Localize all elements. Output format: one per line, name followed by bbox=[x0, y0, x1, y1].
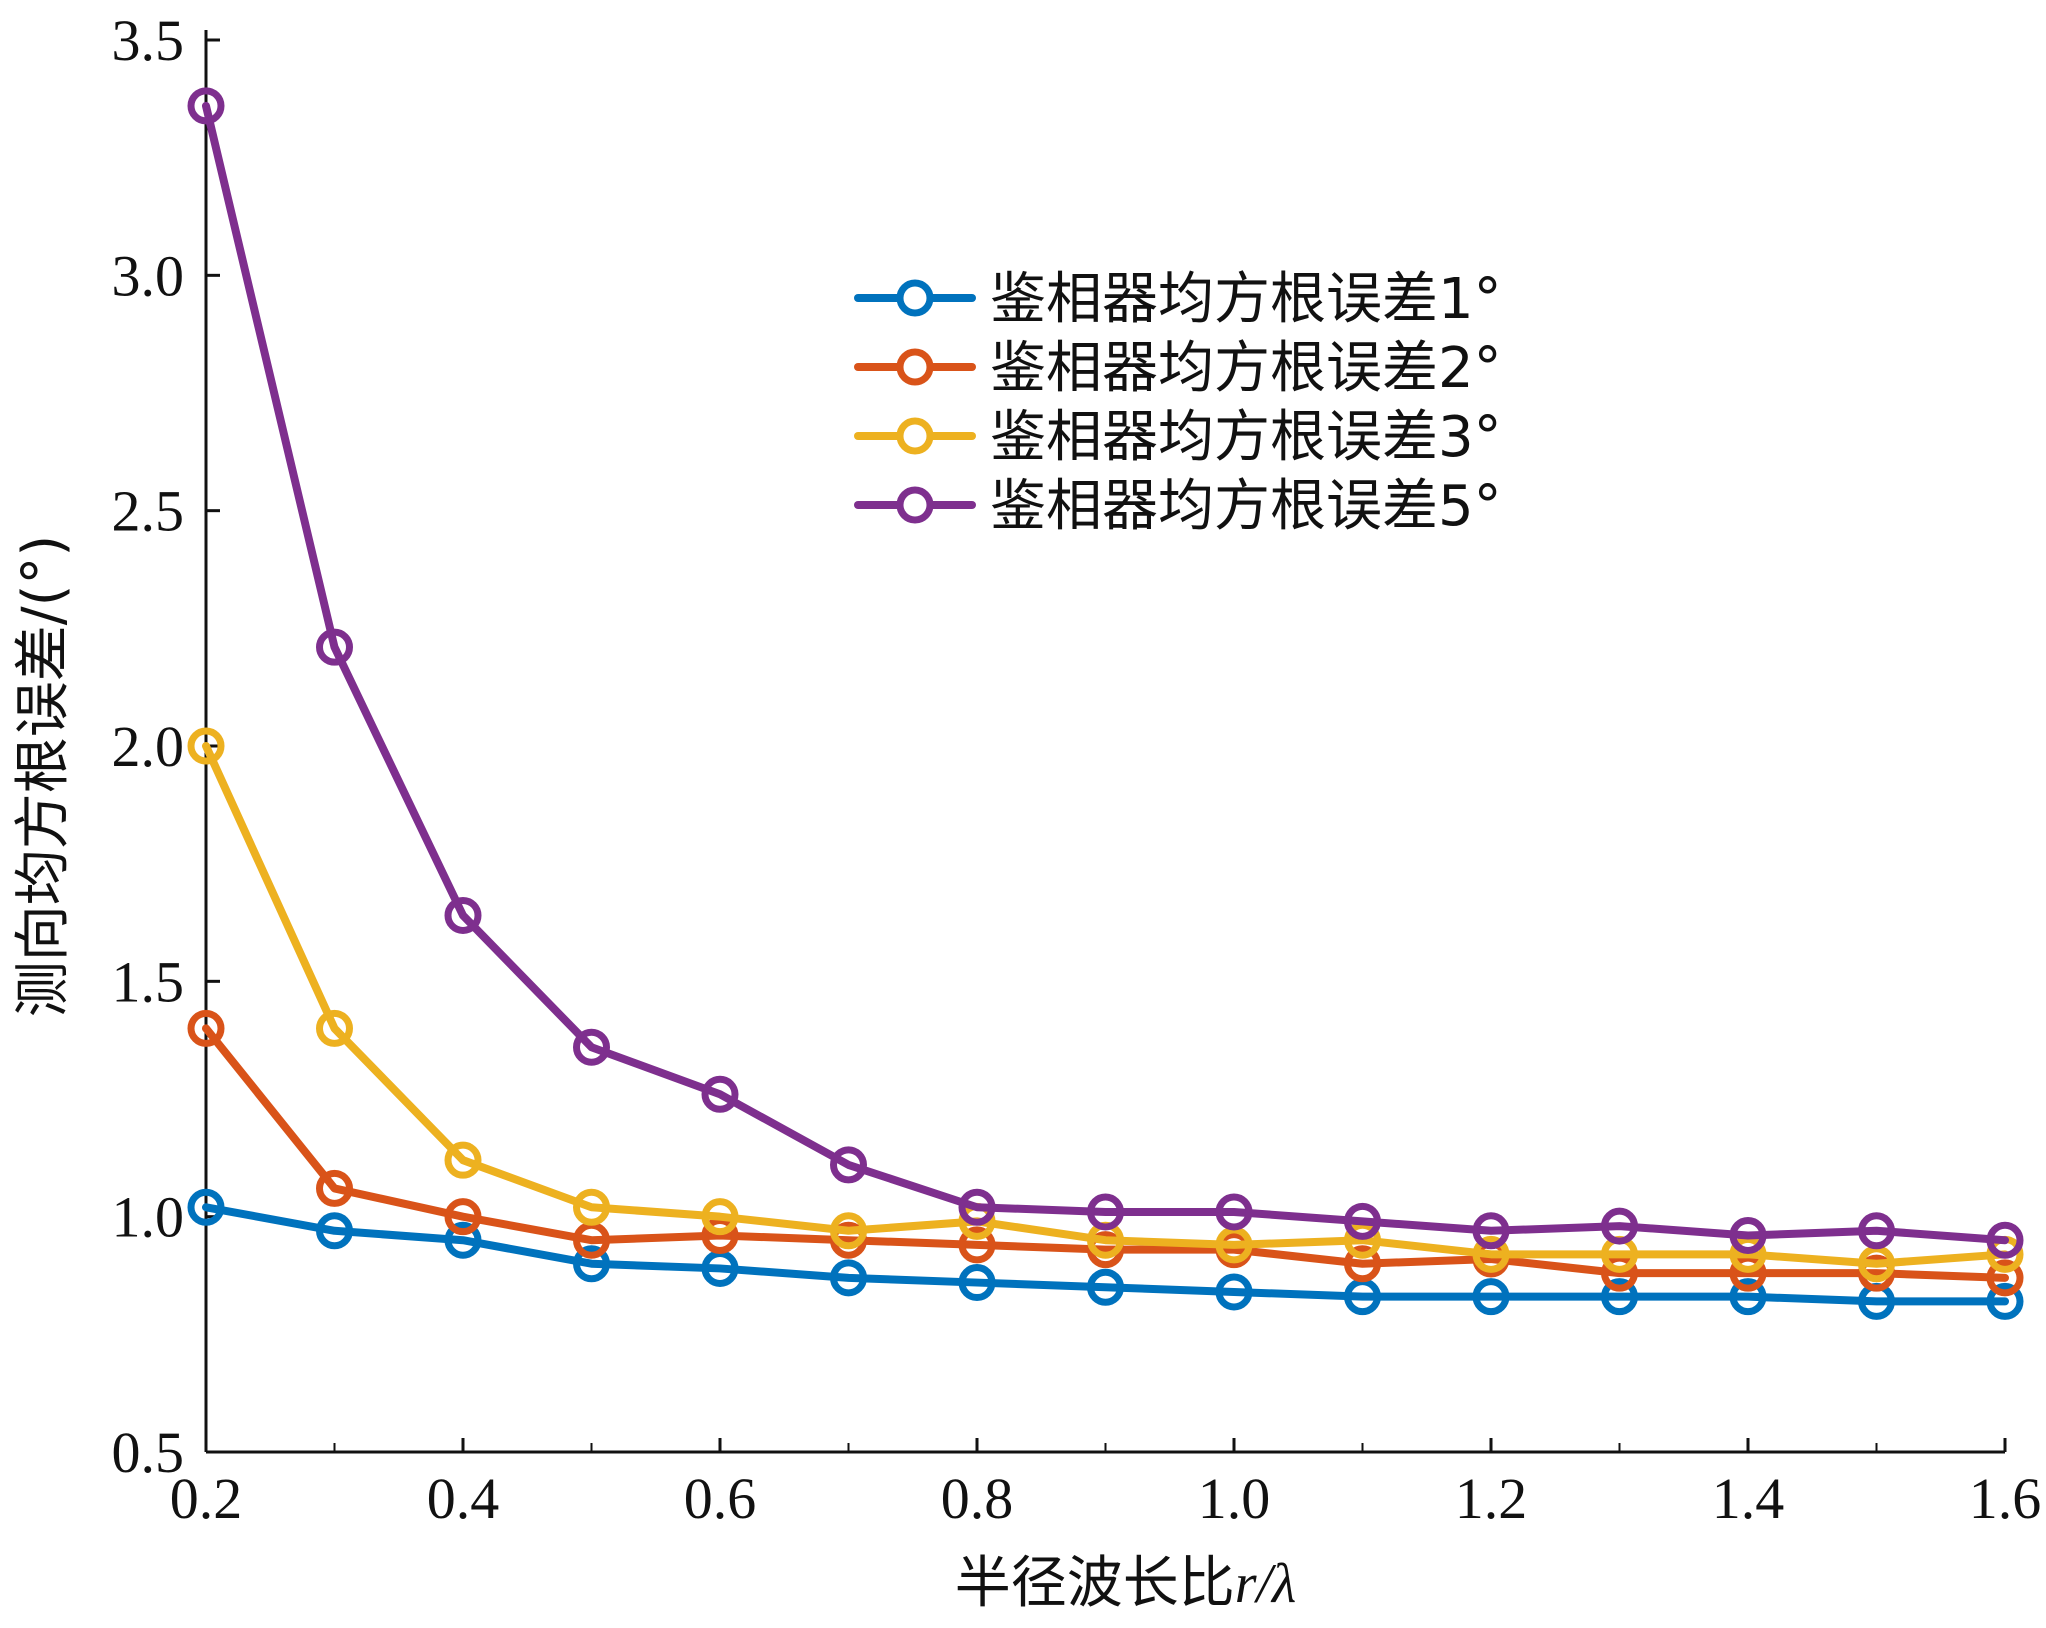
data-point bbox=[1344, 1245, 1381, 1283]
y-tick-label: 0.5 bbox=[112, 1420, 185, 1485]
data-point bbox=[1087, 1268, 1124, 1306]
data-point bbox=[187, 87, 225, 125]
data-point bbox=[958, 1264, 996, 1302]
series-line bbox=[202, 1024, 2009, 1282]
data-point bbox=[316, 1212, 353, 1250]
data-point bbox=[1986, 1221, 2024, 1259]
y-tick-label: 2.5 bbox=[112, 479, 185, 544]
data-point bbox=[1986, 1282, 2024, 1320]
data-point bbox=[444, 1198, 482, 1236]
data-point bbox=[444, 1141, 482, 1179]
legend-label: 鉴相器均方根误差1° bbox=[990, 267, 1502, 332]
legend-label: 鉴相器均方根误差5° bbox=[990, 474, 1502, 539]
data-point bbox=[1729, 1278, 1767, 1316]
x-tick-label: 1.0 bbox=[1198, 1466, 1271, 1531]
legend-label: 鉴相器均方根误差2° bbox=[990, 336, 1502, 401]
x-tick-label: 0.6 bbox=[684, 1466, 757, 1531]
data-point bbox=[830, 1146, 867, 1184]
legend-swatch-marker bbox=[896, 348, 934, 386]
data-point bbox=[316, 628, 353, 666]
series-line bbox=[202, 1203, 2009, 1306]
y-tick-label: 1.0 bbox=[112, 1185, 185, 1250]
y-tick-label: 3.0 bbox=[112, 243, 185, 308]
data-point bbox=[1472, 1278, 1510, 1316]
data-point bbox=[1472, 1235, 1510, 1273]
data-point bbox=[444, 1221, 482, 1259]
data-point bbox=[958, 1188, 996, 1226]
data-point bbox=[1729, 1216, 1767, 1254]
data-point bbox=[1215, 1273, 1253, 1311]
y-tick-label: 3.5 bbox=[112, 8, 185, 73]
data-point bbox=[316, 1009, 353, 1047]
x-tick-label: 1.6 bbox=[1969, 1466, 2042, 1531]
legend-item: 鉴相器均方根误差3° bbox=[854, 405, 1502, 470]
series-4 bbox=[187, 87, 2024, 1259]
data-point bbox=[573, 1245, 610, 1283]
x-tick-label: 1.4 bbox=[1712, 1466, 1785, 1531]
data-point bbox=[187, 1188, 225, 1226]
data-point bbox=[1087, 1193, 1124, 1231]
data-point bbox=[573, 1188, 610, 1226]
series-line bbox=[202, 742, 2009, 1268]
legend-label: 鉴相器均方根误差3° bbox=[990, 405, 1502, 470]
legend-swatch-marker bbox=[896, 486, 934, 524]
data-point bbox=[830, 1212, 867, 1250]
data-point bbox=[1344, 1202, 1381, 1240]
x-axis-title: 半径波长比r/λ bbox=[955, 1551, 1297, 1616]
data-point bbox=[1215, 1193, 1253, 1231]
x-tick-label: 0.4 bbox=[427, 1466, 500, 1531]
data-point bbox=[316, 1169, 353, 1207]
y-tick-label: 2.0 bbox=[112, 714, 185, 779]
y-axis-title: 测向均方根误差/(°) bbox=[11, 535, 76, 1018]
data-point bbox=[830, 1259, 867, 1297]
data-point bbox=[444, 896, 482, 934]
data-point bbox=[573, 1028, 610, 1066]
legend-swatch-marker bbox=[896, 417, 934, 455]
y-tick-label: 1.5 bbox=[112, 949, 185, 1014]
x-axis-title-symbol: r/λ bbox=[1235, 1553, 1297, 1615]
data-point bbox=[187, 727, 225, 765]
legend-swatch-marker bbox=[896, 279, 934, 317]
legend: 鉴相器均方根误差1°鉴相器均方根误差2°鉴相器均方根误差3°鉴相器均方根误差5° bbox=[854, 267, 1502, 539]
x-tick-label: 1.2 bbox=[1455, 1466, 1528, 1531]
data-point bbox=[1858, 1212, 1895, 1250]
data-point bbox=[701, 1075, 739, 1113]
series-line bbox=[202, 101, 2009, 1245]
data-point bbox=[1601, 1207, 1638, 1245]
data-point bbox=[1472, 1212, 1510, 1250]
legend-item: 鉴相器均方根误差1° bbox=[854, 267, 1502, 332]
series-3 bbox=[187, 727, 2024, 1283]
data-point bbox=[701, 1198, 739, 1236]
legend-item: 鉴相器均方根误差5° bbox=[854, 474, 1502, 539]
data-point bbox=[1601, 1278, 1638, 1316]
ticks: 0.2 0.4 0.6 0.8 1.0 1.2 1.4 1.6 0.5 1.0 1.5 2.0 2.5 3… bbox=[112, 8, 2042, 1531]
legend-item: 鉴相器均方根误差2° bbox=[854, 336, 1502, 401]
series-layer bbox=[187, 87, 2024, 1320]
x-axis-title-text: 半径波长比 bbox=[955, 1551, 1235, 1616]
x-tick-label: 0.8 bbox=[941, 1466, 1014, 1531]
data-point bbox=[958, 1226, 996, 1264]
data-point bbox=[187, 1009, 225, 1047]
data-point bbox=[1986, 1259, 2024, 1297]
x-tick-label: 0.2 bbox=[170, 1466, 243, 1531]
